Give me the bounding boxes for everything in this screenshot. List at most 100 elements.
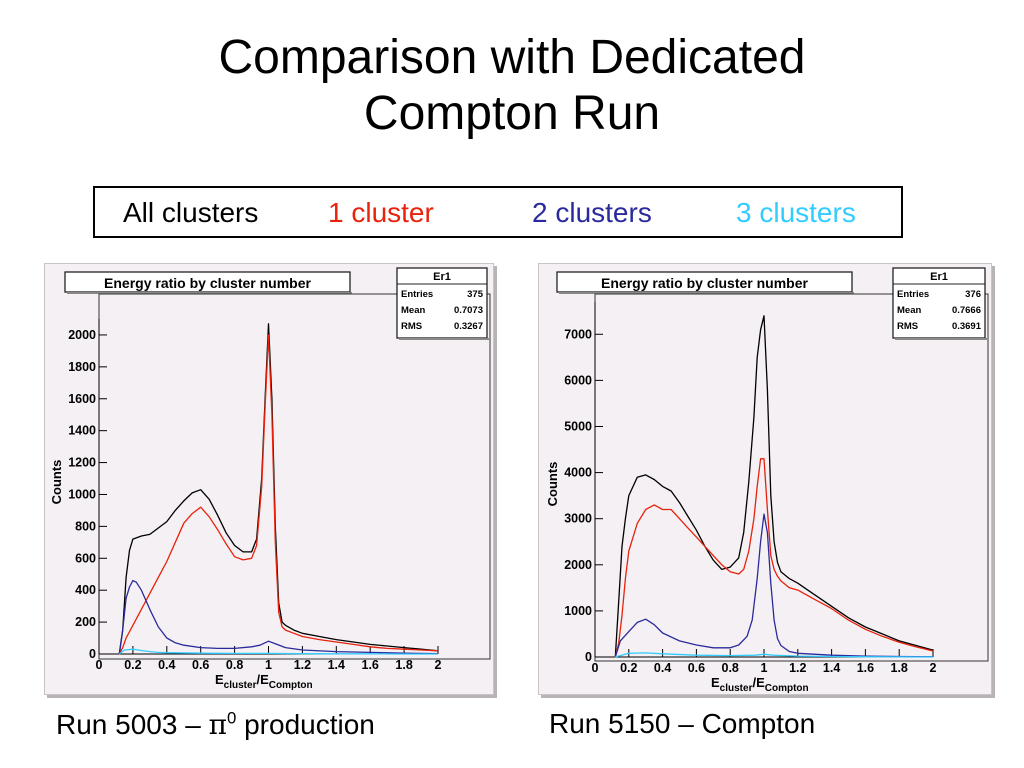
chart-1-x-tick-label-4: 0.8 [722, 661, 739, 675]
chart-0-x-tick-label-2: 0.4 [158, 658, 175, 672]
chart-1-title-shadow [559, 292, 854, 294]
chart-1-y-axis-label: Counts [545, 462, 560, 507]
legend-one-cluster: 1 cluster [328, 197, 434, 228]
chart-1-x-axis-label-part-2: /E [752, 675, 765, 690]
caption-left-suffix: production [236, 709, 375, 740]
chart-1-series-one [614, 458, 934, 658]
chart-1-stats-label-1: Mean [897, 305, 921, 316]
slide-title-line1: Comparison with Dedicated [218, 31, 806, 84]
chart-0-x-tick-label-7: 1.4 [328, 658, 345, 672]
caption-left-prefix: Run 5003 – [56, 709, 209, 740]
chart-0-x-tick-label-0: 0 [96, 658, 103, 672]
chart-1-x-tick-label-1: 0.2 [620, 661, 637, 675]
chart-1-x-tick-label-8: 1.6 [857, 661, 874, 675]
chart-1-y-tick-label-1: 1000 [564, 604, 592, 618]
chart-0-y-tick-label-0: 0 [89, 647, 96, 661]
chart-0-y-axis-label: Counts [49, 460, 64, 505]
chart-1-x-tick-label-2: 0.4 [654, 661, 671, 675]
chart-0-y-tick-label-9: 1800 [68, 360, 96, 374]
chart-0-x-axis-label: Ecluster/ECompton [215, 672, 313, 691]
chart-0-stats-name: Er1 [433, 271, 451, 283]
histogram-panel-run-5150: Energy ratio by cluster number Er1 Entries… [538, 263, 992, 695]
chart-0-stats-label-1: Mean [401, 305, 425, 316]
chart-1-x-tick-label-6: 1.2 [789, 661, 806, 675]
color-legend: All clusters 1 cluster 2 clusters 3 clus… [93, 186, 903, 238]
chart-0-stats-value-2: 0.3267 [454, 321, 483, 332]
chart-0-series-two [118, 579, 439, 655]
chart-1-y-tick-label-7: 7000 [564, 327, 592, 341]
chart-0-x-tick-label-10: 2 [435, 658, 442, 672]
chart-0-stats-label-2: RMS [401, 321, 422, 332]
chart-1-y-tick-label-2: 2000 [564, 558, 592, 572]
chart-1-stats-name: Er1 [930, 271, 948, 283]
legend-all-clusters: All clusters [123, 197, 259, 228]
slide-title-line2: Compton Run [363, 87, 661, 140]
chart-1-y-tick-label-4: 4000 [564, 466, 592, 480]
chart-1-stats-value-1: 0.7666 [952, 305, 981, 316]
chart-0-y-tick-label-6: 1200 [68, 456, 96, 470]
chart-1-y-tick-label-5: 5000 [564, 419, 592, 433]
chart-0-y-tick-label-5: 1000 [68, 487, 96, 501]
chart-0-stats-box [396, 267, 488, 339]
chart-0-stats-value-1: 0.7073 [454, 305, 483, 316]
chart-0-x-tick-label-6: 1.2 [294, 658, 311, 672]
chart-1-stats-label-0: Entries [897, 289, 929, 300]
chart-1-x-tick-label-5: 1 [761, 661, 768, 675]
chart-1-x-axis-label-part-1: cluster [720, 683, 753, 694]
chart-0-x-axis-label-part-0: E [215, 672, 224, 687]
chart-1-series-all [614, 315, 934, 658]
chart-0-y-tick-label-3: 600 [75, 551, 96, 565]
chart-1-x-axis-label-part-3: Compton [765, 683, 809, 694]
chart-1-y-tick-label-0: 0 [585, 650, 592, 664]
chart-0-title: Energy ratio by cluster number [104, 275, 311, 291]
slide-title: Comparison with Dedicated Compton Run [0, 30, 1024, 142]
chart-0-stats-shadow [399, 338, 489, 340]
chart-0-title-shadow [67, 292, 352, 294]
chart-1-y-tick-label-6: 6000 [564, 373, 592, 387]
chart-1-stats-box [892, 267, 986, 339]
chart-0-y-tick-label-2: 400 [75, 583, 96, 597]
caption-run-5003: Run 5003 – π0 production [56, 708, 375, 741]
chart-0-frame [98, 293, 491, 660]
histogram-panel-run-5003: Energy ratio by cluster number Er1 Entries… [44, 263, 494, 695]
chart-1-x-axis-label-part-0: E [711, 675, 720, 690]
chart-0-x-tick-label-9: 1.8 [395, 658, 412, 672]
chart-0-x-tick-label-4: 0.8 [226, 658, 243, 672]
chart-0-x-tick-label-8: 1.6 [362, 658, 379, 672]
chart-1-x-axis-label: Ecluster/ECompton [711, 675, 809, 694]
chart-1-y-tick-label-3: 3000 [564, 512, 592, 526]
chart-1-x-tick-label-10: 2 [930, 661, 937, 675]
chart-0-x-tick-label-1: 0.2 [124, 658, 141, 672]
chart-1-title: Energy ratio by cluster number [601, 275, 808, 291]
chart-1-series-three [615, 652, 934, 658]
chart-0-series-all [118, 323, 439, 655]
chart-0-series-three [118, 648, 438, 655]
chart-0-y-tick-label-7: 1400 [68, 424, 96, 438]
caption-run-5150: Run 5150 – Compton [549, 708, 816, 739]
histogram-run-5150: Energy ratio by cluster number Er1Entries… [545, 267, 989, 694]
chart-1-x-tick-label-9: 1.8 [891, 661, 908, 675]
chart-0-x-tick-label-3: 0.6 [192, 658, 209, 672]
chart-0-x-axis-label-part-3: Compton [269, 680, 313, 691]
chart-1-x-tick-label-3: 0.6 [688, 661, 705, 675]
chart-0-y-tick-label-1: 200 [75, 615, 96, 629]
caption-left-pi-symbol: π [208, 708, 227, 741]
chart-1-stats-shadow [895, 338, 987, 340]
chart-1-stats-value-2: 0.3691 [952, 321, 982, 332]
chart-0-x-axis-label-part-2: /E [256, 672, 269, 687]
chart-1-stats-value-0: 376 [965, 289, 981, 300]
chart-1-frame [594, 293, 989, 662]
chart-1-stats-label-2: RMS [897, 321, 918, 332]
chart-0-stats-label-0: Entries [401, 289, 433, 300]
chart-0-x-axis-label-part-1: cluster [224, 680, 257, 691]
legend-two-clusters: 2 clusters [532, 197, 652, 228]
chart-1-x-tick-label-7: 1.4 [823, 661, 840, 675]
chart-0-y-tick-label-10: 2000 [68, 328, 96, 342]
chart-0-x-tick-label-5: 1 [265, 658, 272, 672]
chart-1-x-tick-label-0: 0 [592, 661, 599, 675]
chart-0-series-one [118, 334, 439, 655]
caption-left-superscript: 0 [226, 708, 237, 728]
chart-0-stats-value-0: 375 [467, 289, 484, 300]
histogram-run-5003: Energy ratio by cluster number Er1Entries… [49, 267, 491, 691]
chart-0-y-tick-label-8: 1600 [68, 392, 96, 406]
